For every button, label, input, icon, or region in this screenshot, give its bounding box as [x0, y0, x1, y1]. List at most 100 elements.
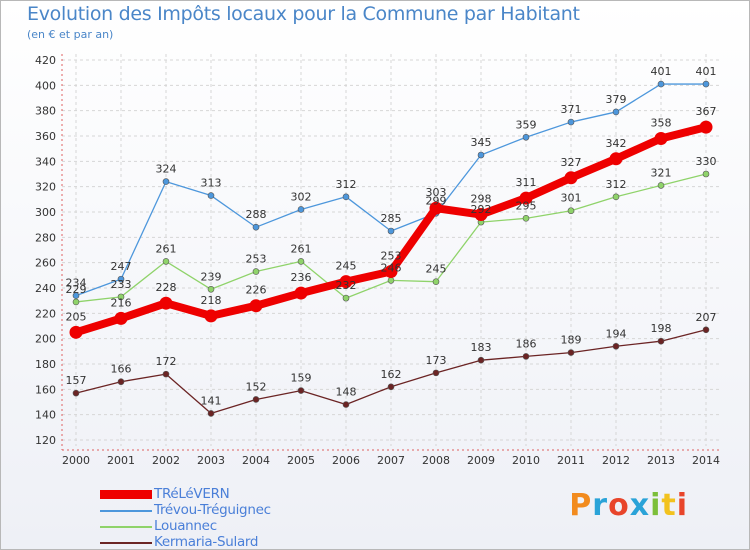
data-point	[252, 223, 260, 231]
data-label: 345	[471, 136, 492, 149]
data-label: 327	[561, 156, 582, 169]
y-tick-label: 320	[35, 181, 56, 194]
series-layer	[69, 80, 713, 417]
data-label: 359	[516, 118, 537, 131]
x-tick-label: 2012	[602, 454, 630, 467]
y-tick-label: 140	[35, 409, 56, 422]
data-label: 367	[696, 105, 717, 118]
data-point	[207, 285, 215, 293]
data-point	[522, 353, 530, 360]
legend-label-louannec: Louannec	[154, 518, 217, 534]
data-point	[297, 206, 305, 213]
grid	[62, 54, 722, 446]
brand-letter: o	[608, 488, 630, 523]
data-point	[294, 286, 308, 300]
y-tick-label: 260	[35, 257, 56, 270]
data-label: 401	[651, 65, 672, 78]
data-label: 401	[696, 65, 717, 78]
data-label: 218	[201, 294, 222, 307]
legend-swatch-trevou-treguignec	[100, 510, 152, 512]
data-point	[159, 296, 173, 310]
data-point	[72, 389, 80, 397]
data-point	[207, 192, 215, 199]
data-point	[339, 275, 353, 289]
data-label: 358	[651, 117, 672, 130]
data-point	[522, 215, 530, 222]
brand-letter: i	[650, 488, 662, 523]
data-label: 330	[696, 155, 717, 168]
data-label: 295	[516, 199, 537, 212]
y-tick-label: 180	[35, 358, 56, 371]
data-label: 261	[291, 242, 312, 255]
data-point	[117, 275, 125, 283]
legend-label-trelevern: TRéLéVERN	[154, 486, 230, 502]
y-tick-label: 120	[35, 434, 56, 447]
data-label: 302	[291, 190, 312, 203]
x-tick-label: 2000	[62, 454, 90, 467]
data-labels: 234 247 324 313 288 302 312 285 299 345 359 371 379 4…	[66, 65, 717, 407]
x-tick-label: 2011	[557, 454, 585, 467]
data-label: 228	[156, 281, 177, 294]
data-label: 342	[606, 137, 627, 150]
data-label: 141	[201, 394, 222, 407]
data-label: 233	[111, 278, 132, 291]
data-label: 303	[426, 186, 447, 199]
data-point	[702, 80, 710, 88]
data-label: 298	[471, 193, 492, 206]
data-label: 379	[606, 93, 627, 106]
y-tick-label: 240	[35, 282, 56, 295]
axes: 120 140 160 180 200 220 240 260 280 300 320 340 360 3…	[35, 54, 722, 467]
data-label: 207	[696, 311, 717, 324]
data-point	[387, 277, 395, 284]
x-tick-label: 2013	[647, 454, 675, 467]
data-point	[612, 108, 620, 116]
y-tick-label: 380	[35, 105, 56, 118]
data-label: 172	[156, 355, 177, 368]
chart-title: Evolution des Impôts locaux pour la Comm…	[27, 3, 580, 25]
data-label: 236	[291, 271, 312, 284]
data-label: 216	[111, 296, 132, 309]
data-label: 226	[246, 284, 267, 297]
brand-letter: r	[592, 488, 609, 523]
data-label: 159	[291, 372, 312, 385]
data-point	[162, 178, 170, 185]
y-tick-label: 300	[35, 206, 56, 219]
y-tick-label: 420	[35, 54, 56, 67]
data-point	[657, 337, 665, 345]
x-tick-label: 2002	[152, 454, 180, 467]
data-label: 312	[336, 178, 357, 191]
data-label: 232	[336, 279, 357, 292]
data-label: 229	[66, 283, 87, 296]
data-point	[702, 326, 710, 334]
data-label: 166	[111, 363, 132, 376]
data-point	[162, 370, 170, 378]
brand-letter: P	[569, 488, 593, 523]
data-label: 148	[336, 386, 357, 399]
brand-logo: Proxiti	[569, 488, 688, 523]
data-label: 198	[651, 322, 672, 335]
data-point	[522, 133, 530, 141]
data-label: 246	[381, 261, 402, 274]
data-point	[477, 356, 485, 364]
x-tick-label: 2010	[512, 454, 540, 467]
chart-subtitle: (en € et par an)	[27, 28, 114, 41]
y-tick-label: 200	[35, 333, 56, 346]
data-point	[612, 193, 620, 201]
data-point	[342, 401, 350, 408]
data-point	[387, 383, 395, 391]
data-label: 245	[426, 263, 447, 276]
legend-swatch-louannec	[100, 526, 152, 528]
data-point	[432, 369, 440, 377]
legend-swatch-kermaria-sulard	[100, 542, 152, 544]
data-label: 371	[561, 103, 582, 116]
data-point	[252, 396, 260, 403]
x-tick-label: 2008	[422, 454, 450, 467]
data-point	[477, 151, 485, 159]
data-point	[69, 325, 83, 339]
data-label: 321	[651, 166, 672, 179]
data-label: 183	[471, 341, 492, 354]
data-label: 152	[246, 380, 267, 393]
data-label: 313	[201, 177, 222, 190]
y-tick-label: 340	[35, 155, 56, 168]
data-point	[609, 152, 623, 166]
